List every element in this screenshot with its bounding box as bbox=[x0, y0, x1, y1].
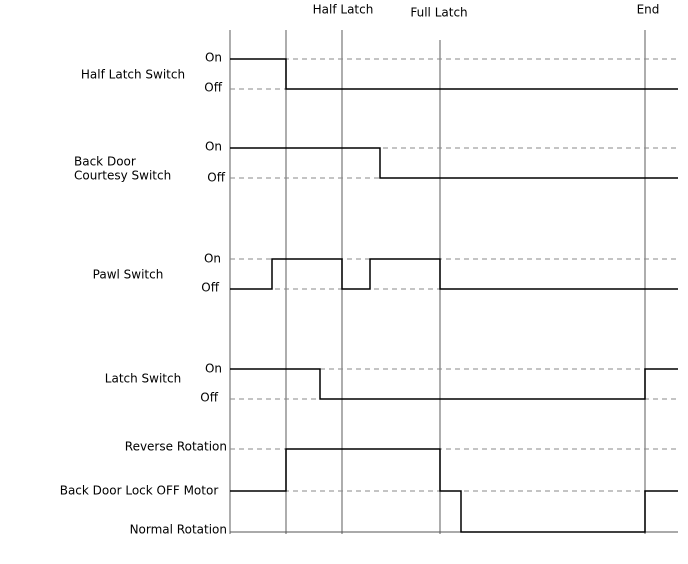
waveform bbox=[230, 258, 678, 290]
level-label: Off bbox=[207, 171, 225, 185]
time-marker: Full Latch bbox=[410, 6, 467, 20]
signal-label: Back Door bbox=[74, 155, 136, 169]
level-label: Off bbox=[204, 81, 222, 95]
level-label: On bbox=[205, 51, 222, 65]
waveform bbox=[230, 368, 678, 400]
level-label: Normal Rotation bbox=[130, 523, 227, 537]
signal-label: Half Latch Switch bbox=[81, 68, 185, 82]
waveform bbox=[230, 58, 678, 90]
level-label: On bbox=[204, 252, 221, 266]
level-label: On bbox=[205, 362, 222, 376]
signal-label: Latch Switch bbox=[105, 372, 181, 386]
time-marker: Half Latch bbox=[313, 3, 374, 17]
level-label: On bbox=[205, 140, 222, 154]
waveform bbox=[230, 147, 678, 179]
signal-label: Back Door Lock OFF Motor bbox=[60, 484, 219, 498]
signal-label: Courtesy Switch bbox=[74, 169, 171, 183]
level-label: Off bbox=[200, 391, 218, 405]
level-label: Reverse Rotation bbox=[125, 440, 227, 454]
level-label: Off bbox=[201, 281, 219, 295]
time-marker: End bbox=[637, 3, 660, 17]
waveform bbox=[230, 448, 678, 533]
signal-label: Pawl Switch bbox=[93, 268, 164, 282]
